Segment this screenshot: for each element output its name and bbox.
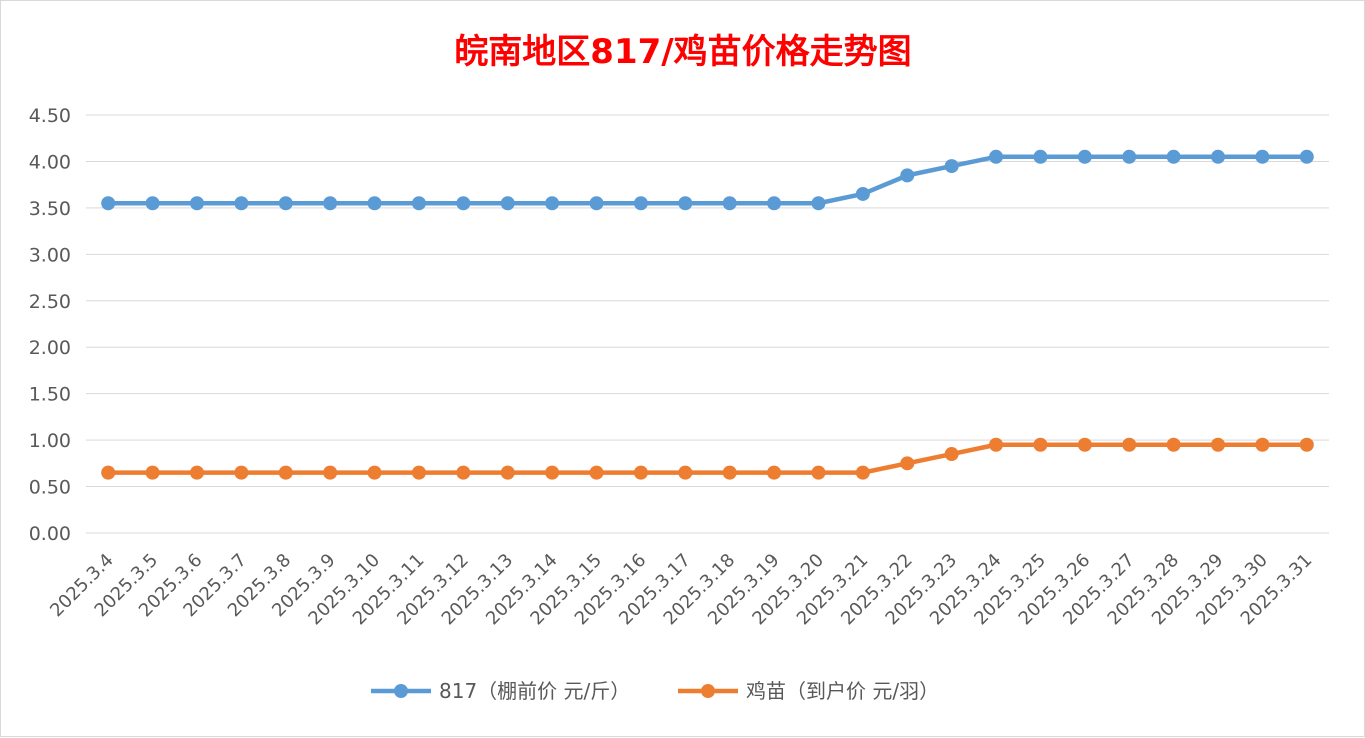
- data-point: [1299, 437, 1314, 452]
- data-point: [1077, 149, 1092, 164]
- data-point: [323, 196, 338, 211]
- y-tick-label: 0.00: [29, 523, 71, 545]
- legend-item: 817（棚前价 元/斤）: [371, 679, 630, 703]
- data-point: [500, 196, 515, 211]
- data-point: [767, 196, 782, 211]
- y-tick-label: 3.00: [29, 244, 71, 266]
- data-point: [456, 465, 471, 480]
- data-point: [500, 465, 515, 480]
- legend-label: 鸡苗（到户价 元/羽）: [746, 679, 939, 703]
- data-point: [989, 149, 1004, 164]
- series-line: [105, 154, 1310, 206]
- data-point: [234, 196, 249, 211]
- data-point: [944, 159, 959, 174]
- y-axis-ticks: 0.00 0.50 1.00 1.50 2.00 2.50 3.00 3.50 4.00 4.50: [29, 105, 71, 545]
- data-point: [767, 465, 782, 480]
- data-point: [1122, 437, 1137, 452]
- data-point: [900, 168, 915, 183]
- data-point: [189, 465, 204, 480]
- data-point: [1122, 149, 1137, 164]
- data-point: [900, 456, 915, 471]
- series-group: [101, 149, 1314, 480]
- y-tick-label: 4.00: [29, 151, 71, 173]
- data-point: [678, 196, 693, 211]
- data-point: [145, 465, 160, 480]
- series-line: [105, 442, 1310, 475]
- data-point: [633, 196, 648, 211]
- data-point: [855, 186, 870, 201]
- data-point: [989, 437, 1004, 452]
- y-tick-label: 1.50: [29, 384, 71, 406]
- chart-title: 皖南地区817/鸡苗价格走势图: [454, 32, 911, 72]
- legend-label: 817（棚前价 元/斤）: [439, 679, 630, 703]
- legend-swatch-marker: [394, 684, 408, 698]
- data-point: [1299, 149, 1314, 164]
- y-tick-label: 3.50: [29, 198, 71, 220]
- data-point: [1033, 437, 1048, 452]
- y-tick-label: 4.50: [29, 105, 71, 127]
- gridlines: [86, 114, 1329, 534]
- data-point: [411, 465, 426, 480]
- series-2: [101, 437, 1314, 480]
- data-point: [1166, 437, 1181, 452]
- data-point: [323, 465, 338, 480]
- data-point: [1166, 149, 1181, 164]
- y-tick-label: 1.00: [29, 430, 71, 452]
- data-point: [722, 196, 737, 211]
- data-point: [1211, 437, 1226, 452]
- data-point: [189, 196, 204, 211]
- data-point: [1033, 149, 1048, 164]
- data-point: [678, 465, 693, 480]
- data-point: [278, 196, 293, 211]
- data-point: [367, 465, 382, 480]
- data-point: [811, 465, 826, 480]
- data-point: [589, 196, 604, 211]
- data-point: [545, 465, 560, 480]
- data-point: [633, 465, 648, 480]
- data-point: [234, 465, 249, 480]
- legend-swatch-marker: [701, 684, 715, 698]
- y-tick-label: 2.00: [29, 337, 71, 359]
- data-point: [545, 196, 560, 211]
- series-1: [101, 149, 1314, 211]
- data-point: [456, 196, 471, 211]
- legend-item: 鸡苗（到户价 元/羽）: [678, 679, 939, 703]
- data-point: [1211, 149, 1226, 164]
- data-point: [1255, 149, 1270, 164]
- data-point: [411, 196, 426, 211]
- data-point: [101, 196, 116, 211]
- data-point: [101, 465, 116, 480]
- data-point: [811, 196, 826, 211]
- data-point: [944, 447, 959, 462]
- data-point: [855, 465, 870, 480]
- data-point: [1077, 437, 1092, 452]
- data-point: [367, 196, 382, 211]
- data-point: [145, 196, 160, 211]
- x-axis-ticks: 2025.3.42025.3.52025.3.62025.3.72025.3.8…: [46, 550, 1316, 630]
- data-point: [278, 465, 293, 480]
- y-tick-label: 2.50: [29, 291, 71, 313]
- data-point: [722, 465, 737, 480]
- y-tick-label: 0.50: [29, 477, 71, 499]
- data-point: [589, 465, 604, 480]
- data-point: [1255, 437, 1270, 452]
- legend: 817（棚前价 元/斤） 鸡苗（到户价 元/羽）: [371, 679, 939, 703]
